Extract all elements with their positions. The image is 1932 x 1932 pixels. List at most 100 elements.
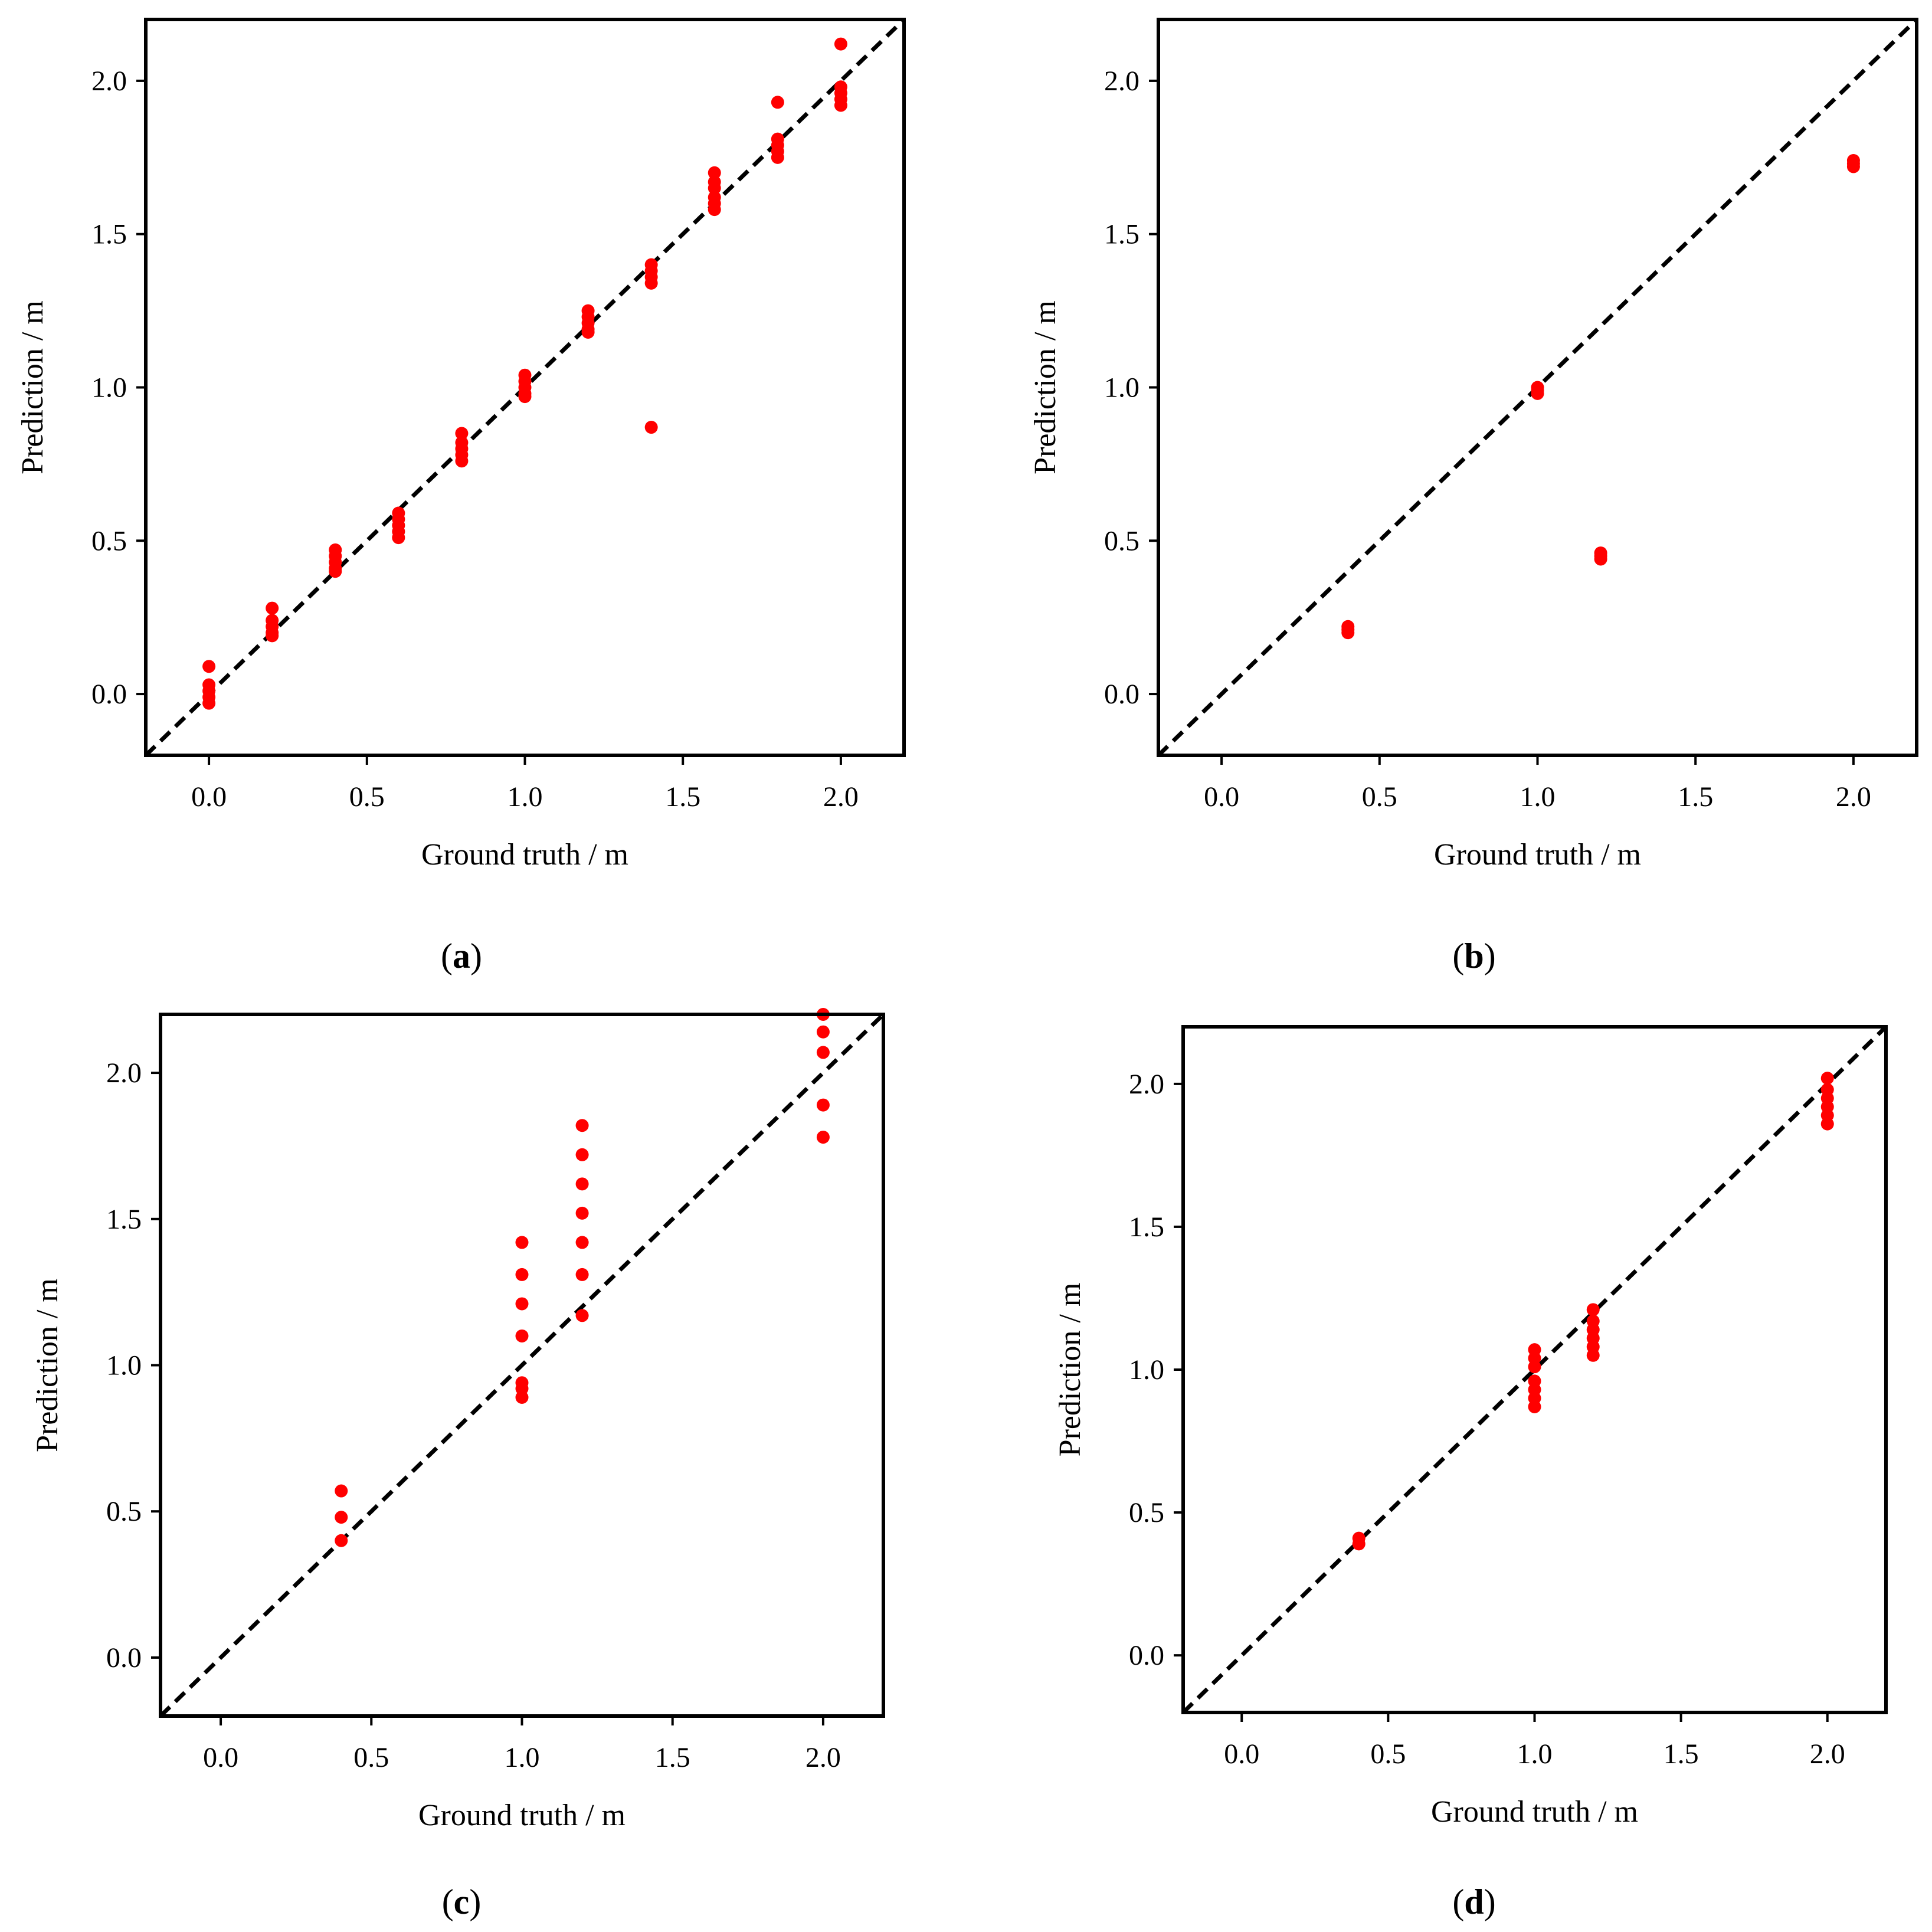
- caption-letter: b: [1464, 936, 1484, 975]
- y-tick-label: 1.5: [1104, 219, 1139, 250]
- caption-open-paren: (: [441, 936, 453, 975]
- data-point: [1586, 1348, 1600, 1362]
- y-tick-label: 0.0: [91, 679, 127, 710]
- data-point: [392, 531, 405, 545]
- x-axis-label: Ground truth / m: [1431, 1795, 1638, 1829]
- x-tick-label: 2.0: [1836, 781, 1871, 813]
- y-axis-label: Prediction / m: [31, 1278, 64, 1452]
- y-tick-label: 0.5: [106, 1496, 142, 1527]
- x-tick-label: 0.5: [1362, 781, 1397, 813]
- data-point: [1586, 1303, 1600, 1317]
- panel-c: 0.0 0.5 1.0 1.5 2.0 0.0 0.5 1.0 1.5 2.0 Ground tru…: [31, 1008, 885, 1921]
- caption-letter: c: [454, 1882, 470, 1921]
- x-tick-label: 0.5: [353, 1742, 389, 1773]
- x-tick-label: 1.5: [1678, 781, 1713, 813]
- data-point: [1594, 552, 1607, 566]
- data-point: [515, 1390, 529, 1404]
- x-tick-label: 1.0: [505, 1742, 540, 1773]
- data-point: [202, 660, 216, 673]
- data-point: [515, 1297, 529, 1311]
- data-point: [708, 203, 721, 217]
- y-tick-label: 0.5: [1129, 1497, 1164, 1528]
- scatter-series: [335, 1008, 830, 1547]
- caption-close-paren: ): [469, 1882, 481, 1921]
- data-point: [834, 99, 847, 112]
- data-point: [515, 1268, 529, 1281]
- data-point: [515, 1236, 529, 1249]
- x-axis-label: Ground truth / m: [1434, 838, 1641, 872]
- panel-caption: (b): [1452, 936, 1495, 975]
- data-point: [1528, 1400, 1541, 1413]
- panel-caption: (d): [1452, 1882, 1495, 1921]
- data-point: [1820, 1072, 1834, 1085]
- data-point: [1820, 1117, 1834, 1131]
- data-point: [266, 601, 279, 615]
- data-point: [455, 454, 469, 468]
- y-tick-label: 1.0: [91, 372, 127, 404]
- y-tick-label: 1.5: [106, 1204, 142, 1235]
- scatter-series: [202, 37, 847, 710]
- y-tick-label: 1.0: [1129, 1354, 1164, 1386]
- y-axis-label: Prediction / m: [1029, 300, 1062, 474]
- panel-caption: (c): [442, 1882, 482, 1921]
- data-point: [518, 390, 532, 404]
- panel-b: 0.0 0.5 1.0 1.5 2.0 0.0 0.5 1.0 1.5 2.0 Ground tru…: [1029, 18, 1918, 975]
- y-tick-label: 2.0: [1104, 66, 1139, 97]
- y-tick-label: 0.0: [1104, 679, 1139, 710]
- y-axis-label: Prediction / m: [16, 300, 50, 474]
- y-tick-label: 1.5: [91, 219, 127, 250]
- data-point: [1528, 1360, 1541, 1374]
- x-tick-label: 1.0: [507, 781, 543, 813]
- caption-close-paren: ): [470, 936, 482, 975]
- y-axis-label: Prediction / m: [1053, 1283, 1087, 1457]
- data-point: [575, 1206, 589, 1220]
- panel-a: 0.0 0.5 1.0 1.5 2.0 0.0 0.5 1.0 1.5 2.0 Ground tru…: [16, 18, 906, 975]
- data-point: [575, 1119, 589, 1132]
- data-point: [455, 427, 469, 440]
- data-point: [329, 565, 342, 578]
- caption-letter: d: [1464, 1882, 1484, 1921]
- data-point: [202, 696, 216, 710]
- data-point: [575, 1309, 589, 1322]
- x-tick-label: 1.5: [655, 1742, 690, 1773]
- data-point: [575, 1177, 589, 1191]
- data-point: [1341, 626, 1355, 640]
- caption-close-paren: ): [1484, 936, 1496, 975]
- y-tick-label: 0.0: [106, 1642, 142, 1674]
- y-tick-label: 2.0: [91, 66, 127, 97]
- x-tick-label: 2.0: [1810, 1738, 1845, 1770]
- x-tick-label: 0.5: [1370, 1738, 1406, 1770]
- x-axis-label: Ground truth / m: [421, 838, 628, 872]
- x-tick-label: 1.0: [1517, 1738, 1553, 1770]
- y-tick-label: 1.0: [1104, 372, 1139, 404]
- x-tick-label: 0.0: [203, 1742, 238, 1773]
- caption-open-paren: (: [1452, 1882, 1464, 1921]
- x-axis-label: Ground truth / m: [418, 1799, 626, 1832]
- data-point: [1352, 1537, 1366, 1551]
- data-point: [1846, 160, 1860, 173]
- reference-line-y-equals-x: [161, 1014, 883, 1716]
- scatter-series: [1341, 154, 1860, 640]
- data-point: [771, 150, 784, 164]
- y-tick-label: 0.0: [1129, 1640, 1164, 1671]
- data-point: [581, 325, 595, 339]
- data-point: [644, 421, 658, 434]
- caption-letter: a: [453, 936, 470, 975]
- y-tick-label: 1.5: [1129, 1211, 1164, 1243]
- data-point: [266, 629, 279, 643]
- caption-open-paren: (: [442, 1882, 454, 1921]
- x-tick-label: 2.0: [823, 781, 859, 813]
- data-point: [335, 1534, 348, 1547]
- y-tick-label: 0.5: [91, 525, 127, 556]
- data-point: [708, 166, 721, 179]
- data-point: [575, 1148, 589, 1161]
- data-point: [816, 1046, 830, 1059]
- data-point: [708, 181, 721, 195]
- caption-open-paren: (: [1452, 936, 1464, 975]
- y-tick-label: 1.0: [106, 1350, 142, 1381]
- data-point: [816, 1098, 830, 1112]
- x-tick-label: 0.0: [1204, 781, 1239, 813]
- data-point: [816, 1025, 830, 1039]
- y-tick-label: 2.0: [106, 1057, 142, 1089]
